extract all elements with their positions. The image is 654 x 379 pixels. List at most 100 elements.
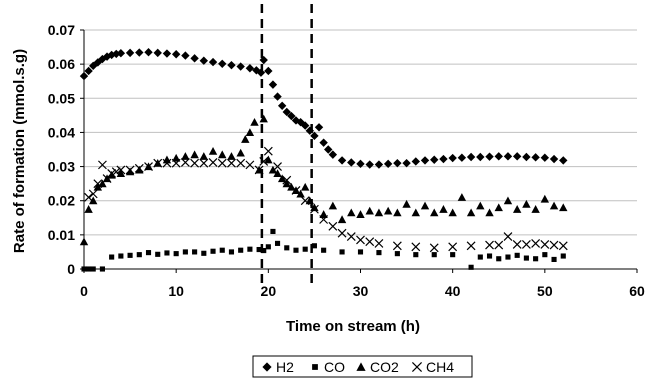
- data-point-h2: [116, 49, 126, 58]
- x-tick-label: 50: [537, 283, 553, 299]
- data-point-ch4: [429, 243, 439, 253]
- data-point-co2: [356, 210, 365, 218]
- data-point-ch4: [259, 157, 269, 166]
- legend-label-ch4: CH4: [426, 359, 454, 375]
- data-point-ch4: [93, 179, 103, 189]
- data-point-co2: [268, 165, 278, 174]
- data-point-co2: [93, 182, 103, 191]
- data-point-h2: [328, 150, 338, 159]
- data-point-h2: [374, 160, 384, 169]
- data-point-co: [136, 252, 142, 258]
- data-point-co2: [135, 165, 144, 174]
- data-point-h2: [522, 152, 531, 162]
- data-point-co: [496, 256, 502, 262]
- data-point-ch4: [144, 162, 153, 171]
- x-tick-label: 20: [261, 283, 277, 299]
- data-point-h2: [503, 152, 513, 161]
- data-point-h2: [559, 156, 568, 165]
- data-point-h2: [420, 156, 430, 165]
- data-point-co: [542, 252, 548, 258]
- data-point-co: [109, 254, 115, 260]
- data-point-co: [413, 252, 419, 258]
- series-h2: [79, 47, 568, 169]
- y-tick-label: 0.01: [48, 227, 75, 243]
- data-point-ch4: [134, 163, 144, 173]
- data-point-co2: [420, 201, 430, 210]
- data-point-co2: [374, 208, 384, 217]
- data-point-co2: [181, 152, 190, 160]
- data-point-co: [127, 252, 133, 258]
- data-point-co2: [365, 206, 374, 215]
- data-point-h2: [476, 152, 485, 162]
- data-point-ch4: [411, 242, 421, 252]
- data-point-co: [376, 250, 382, 256]
- data-point-ch4: [392, 241, 402, 251]
- data-point-h2: [199, 56, 209, 65]
- data-point-ch4: [558, 241, 568, 251]
- data-point-co: [477, 254, 483, 260]
- data-point-co: [321, 247, 327, 253]
- data-point-h2: [485, 152, 494, 161]
- data-point-co2: [79, 237, 89, 246]
- data-point-ch4: [180, 158, 190, 167]
- data-point-co: [90, 266, 96, 272]
- data-point-ch4: [208, 158, 218, 167]
- x-axis-title: Time on stream (h): [286, 318, 420, 335]
- data-point-h2: [181, 51, 190, 60]
- data-point-co: [219, 247, 225, 253]
- legend-marker-co: [312, 364, 318, 370]
- data-point-co: [256, 246, 262, 253]
- data-point-h2: [512, 152, 522, 161]
- data-point-co2: [393, 208, 402, 217]
- data-point-ch4: [227, 158, 236, 168]
- data-point-ch4: [531, 238, 541, 248]
- data-point-co2: [337, 215, 347, 224]
- data-point-ch4: [84, 192, 94, 202]
- data-point-h2: [494, 152, 503, 161]
- data-point-ch4: [374, 238, 384, 248]
- tick-labels: 0 0.01 0.02 0.03 0.04 0.05 0.06 0.07 0 10 20 30 40 50…: [48, 22, 645, 299]
- data-point-co: [486, 253, 493, 259]
- data-point-co2: [457, 193, 467, 201]
- data-point-ch4: [171, 158, 181, 168]
- data-point-co2: [540, 194, 550, 203]
- data-point-h2: [162, 49, 172, 58]
- reference-lines: [260, 4, 313, 285]
- data-point-co: [270, 228, 276, 235]
- data-point-co: [357, 249, 364, 255]
- data-point-co2: [218, 150, 227, 159]
- data-point-h2: [227, 60, 236, 70]
- data-point-co: [164, 250, 170, 256]
- data-point-ch4: [116, 165, 126, 175]
- data-point-h2: [439, 154, 448, 164]
- data-point-co: [450, 252, 456, 258]
- data-point-ch4: [98, 160, 107, 170]
- data-point-co: [468, 264, 474, 270]
- data-point-h2: [347, 158, 356, 167]
- data-point-co: [560, 253, 566, 259]
- data-point-co: [118, 253, 124, 259]
- y-tick-label: 0.04: [48, 124, 75, 140]
- legend-label-co: CO: [324, 359, 345, 375]
- y-tick-label: 0.02: [48, 193, 75, 209]
- data-point-co: [551, 256, 557, 262]
- data-point-co: [265, 244, 271, 250]
- data-point-ch4: [273, 162, 282, 171]
- data-point-co: [99, 266, 105, 272]
- data-point-ch4: [512, 239, 522, 249]
- data-point-co: [284, 245, 290, 251]
- data-point-co2: [402, 199, 411, 208]
- data-point-co2: [476, 201, 485, 210]
- data-point-h2: [190, 54, 199, 63]
- data-point-co2: [494, 203, 503, 212]
- data-point-co: [210, 248, 216, 254]
- legend-marker-h2: [262, 362, 272, 372]
- data-point-ch4: [111, 167, 121, 177]
- data-point-co2: [503, 196, 513, 205]
- legend-label-h2: H2: [276, 359, 294, 375]
- data-point-ch4: [346, 232, 356, 241]
- data-point-co: [505, 254, 511, 260]
- data-point-h2: [540, 153, 550, 162]
- series-co: [81, 228, 566, 272]
- data-point-co2: [310, 203, 319, 212]
